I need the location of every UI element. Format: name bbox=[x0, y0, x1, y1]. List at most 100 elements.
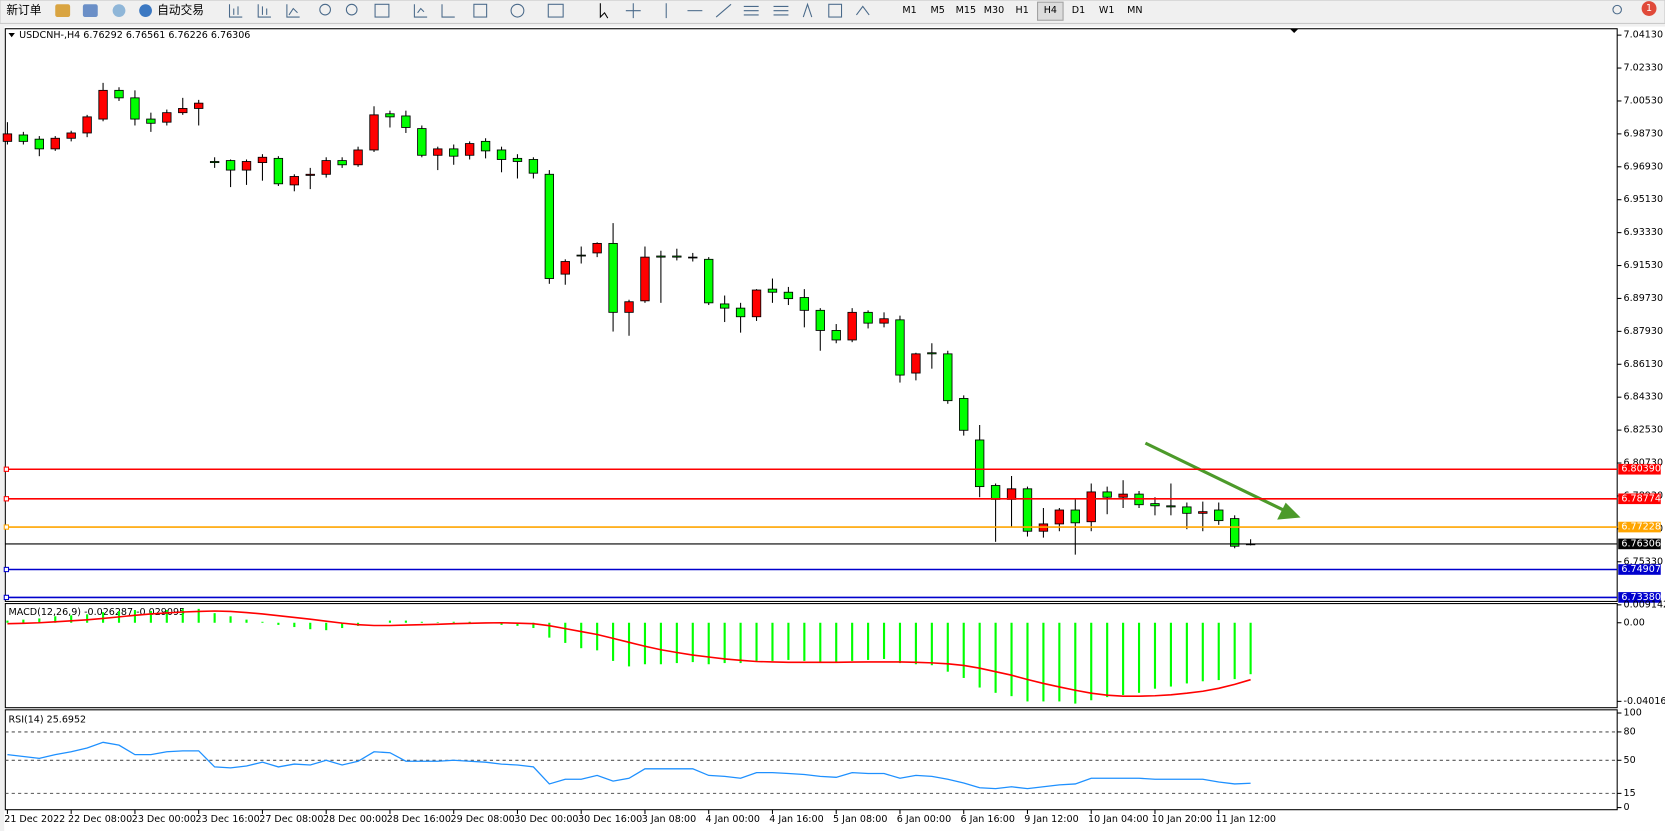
candle-body bbox=[735, 307, 746, 318]
icon[interactable] bbox=[547, 3, 564, 18]
chart-header: USDCNH-,H4 6.76292 6.76561 6.76226 6.763… bbox=[19, 30, 250, 41]
candle-body bbox=[98, 89, 108, 120]
macd-bar bbox=[341, 622, 344, 629]
crosshair-tool[interactable] bbox=[625, 3, 641, 19]
x-tick-label: 10 Jan 20:00 bbox=[1152, 814, 1212, 825]
macd-bar bbox=[149, 611, 152, 623]
candle-body bbox=[289, 176, 299, 186]
timeframe-button[interactable]: M15 bbox=[956, 5, 976, 16]
trendline-tool[interactable] bbox=[715, 3, 732, 18]
last-high: 6.76561 bbox=[126, 30, 165, 41]
icon[interactable] bbox=[510, 3, 525, 18]
macd-bar bbox=[803, 622, 806, 661]
macd-bar bbox=[70, 615, 73, 623]
y-tick-label: 6.89730 bbox=[1624, 293, 1663, 304]
fibo-tool[interactable] bbox=[773, 5, 789, 16]
icon[interactable] bbox=[286, 4, 300, 18]
text-tool[interactable] bbox=[802, 2, 813, 18]
y-tick-label: 80 bbox=[1624, 726, 1636, 737]
candle-body bbox=[1229, 518, 1240, 547]
new-order-button[interactable]: 新订单 bbox=[6, 3, 41, 17]
y-tick-label: 6.93330 bbox=[1624, 227, 1663, 238]
macd-bar bbox=[277, 622, 280, 625]
icon[interactable] bbox=[55, 4, 71, 18]
macd-bar bbox=[707, 622, 710, 665]
search-icon[interactable] bbox=[1612, 4, 1622, 15]
timeframe-button[interactable]: W1 bbox=[1099, 5, 1115, 16]
x-tick-label: 5 Jan 08:00 bbox=[833, 814, 887, 825]
timeframe-button[interactable]: D1 bbox=[1072, 5, 1085, 16]
timeframe-button[interactable]: H4 bbox=[1044, 5, 1057, 16]
macd-bar bbox=[325, 622, 328, 631]
x-tick-label: 6 Jan 16:00 bbox=[961, 814, 1015, 825]
channel-tool[interactable] bbox=[743, 5, 759, 16]
level-label-box bbox=[1618, 564, 1661, 575]
candle-body bbox=[831, 330, 841, 341]
candle-body bbox=[751, 289, 762, 318]
icon[interactable] bbox=[112, 4, 126, 18]
x-tick-label: 4 Jan 16:00 bbox=[769, 814, 823, 825]
macd-bar bbox=[835, 622, 838, 663]
macd-bar bbox=[675, 622, 678, 664]
candle-body bbox=[719, 303, 730, 309]
icon[interactable] bbox=[319, 3, 331, 16]
y-tick-label: 0.009142 bbox=[1624, 599, 1665, 610]
icon[interactable] bbox=[413, 4, 428, 18]
macd-bar bbox=[548, 622, 551, 638]
candle-body bbox=[640, 256, 650, 302]
macd-bar bbox=[6, 620, 9, 623]
macd-bar bbox=[452, 621, 455, 623]
icon[interactable] bbox=[441, 4, 455, 18]
macd-bar bbox=[436, 622, 439, 623]
icon[interactable] bbox=[374, 3, 390, 18]
bid-label: 6.76306 bbox=[1621, 538, 1660, 549]
macd-bar bbox=[580, 622, 583, 649]
icon[interactable] bbox=[473, 3, 488, 18]
auto-trading-icon[interactable] bbox=[139, 4, 152, 18]
x-tick-label: 11 Jan 12:00 bbox=[1216, 814, 1276, 825]
candle-body bbox=[1054, 509, 1065, 525]
candle-body bbox=[464, 143, 475, 156]
y-tick-label: 6.80730 bbox=[1624, 458, 1663, 469]
macd-bar bbox=[723, 622, 726, 664]
x-tick-label: 29 Dec 08:00 bbox=[451, 814, 515, 825]
x-tick-label: 23 Dec 00:00 bbox=[132, 814, 196, 825]
auto-trading-button[interactable]: 自动交易 bbox=[157, 3, 204, 17]
timeframe-button[interactable]: H1 bbox=[1016, 5, 1029, 16]
notification-badge[interactable] bbox=[1641, 1, 1657, 16]
y-tick-label: 7.02330 bbox=[1624, 63, 1663, 74]
macd-bar bbox=[38, 618, 41, 623]
candle-body bbox=[194, 102, 204, 109]
icon[interactable] bbox=[82, 4, 98, 18]
level-handle bbox=[3, 566, 10, 573]
candle-body bbox=[130, 97, 140, 120]
icon[interactable] bbox=[228, 4, 243, 18]
level-label: 6.74907 bbox=[1621, 564, 1660, 575]
candle-body bbox=[895, 319, 905, 376]
timeframe-button[interactable]: M1 bbox=[902, 5, 916, 16]
macd-bar bbox=[1042, 622, 1045, 702]
level-label-box bbox=[1618, 463, 1661, 475]
candle-body bbox=[959, 398, 969, 431]
y-tick-label: 6.86130 bbox=[1624, 359, 1663, 370]
macd-bar bbox=[500, 622, 503, 625]
timeframe-button[interactable]: M5 bbox=[931, 5, 945, 16]
candle-body bbox=[433, 148, 443, 156]
label-tool[interactable] bbox=[828, 3, 843, 18]
timeframe-button[interactable]: M30 bbox=[984, 5, 1004, 16]
candle-body bbox=[178, 108, 188, 114]
cursor-tool[interactable] bbox=[599, 3, 609, 19]
candle-body bbox=[273, 157, 284, 185]
macd-bar bbox=[787, 622, 790, 660]
candle-body bbox=[66, 132, 76, 139]
candle-body bbox=[50, 137, 60, 150]
x-tick-label: 6 Jan 00:00 bbox=[897, 814, 951, 825]
x-tick-label: 30 Dec 16:00 bbox=[578, 814, 642, 825]
icon[interactable] bbox=[257, 4, 271, 18]
bid-label-box bbox=[1618, 538, 1661, 550]
timeframe-button[interactable]: MN bbox=[1127, 5, 1142, 16]
macd-bar bbox=[643, 622, 647, 665]
arrows-tool[interactable] bbox=[855, 5, 870, 16]
icon[interactable] bbox=[345, 3, 358, 16]
